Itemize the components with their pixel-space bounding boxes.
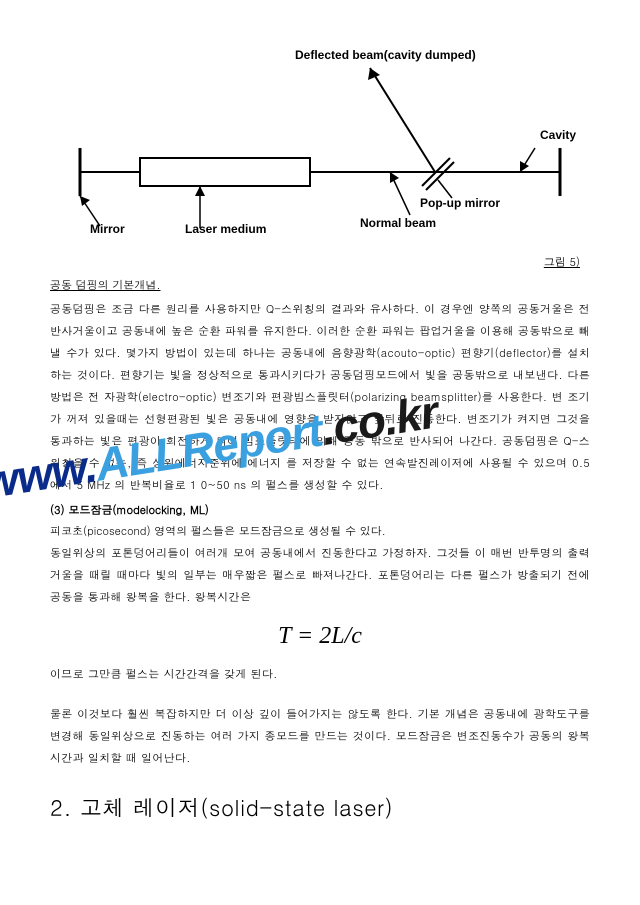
- item-modelocking: (3) 모드잠금(modelocking, ML): [50, 503, 590, 518]
- cavity-dump-diagram: Deflected beam(cavity dumped) Cavity Pop…: [50, 40, 590, 250]
- label-normal: Normal beam: [360, 216, 436, 230]
- paragraph-3: 이므로 그만큼 펄스는 시간간격을 갖게 된다.: [50, 664, 590, 686]
- label-mirror: Mirror: [90, 222, 125, 236]
- section-title-solid-state: 2. 고체 레이저(solid-state laser): [50, 792, 590, 823]
- paragraph-1: 공동덤핑은 조금 다른 원리를 사용하지만 Q-스위칭의 결과와 유사하다. 이…: [50, 299, 590, 497]
- subheading-cavity-dumping: 공동 덤핑의 기본개념.: [50, 278, 590, 293]
- paragraph-2b: 동일위상의 포톤덩어리들이 여러개 모여 공동내에서 진동한다고 가정하자. 그…: [50, 543, 590, 609]
- figure-caption: 그림 5): [50, 255, 590, 270]
- label-cavity: Cavity: [540, 128, 576, 142]
- label-popup: Pop-up mirror: [420, 196, 500, 210]
- formula-roundtrip: T = 2L/c: [50, 623, 590, 650]
- paragraph-2a: 피코초(picosecond) 영역의 펄스들은 모드잠금으로 생성될 수 있다…: [50, 522, 590, 543]
- label-medium: Laser medium: [185, 222, 266, 236]
- paragraph-4: 물론 이것보다 훨씬 복잡하지만 더 이상 깊이 들어가지는 않도록 한다. 기…: [50, 704, 590, 770]
- label-deflected: Deflected beam(cavity dumped): [295, 48, 476, 62]
